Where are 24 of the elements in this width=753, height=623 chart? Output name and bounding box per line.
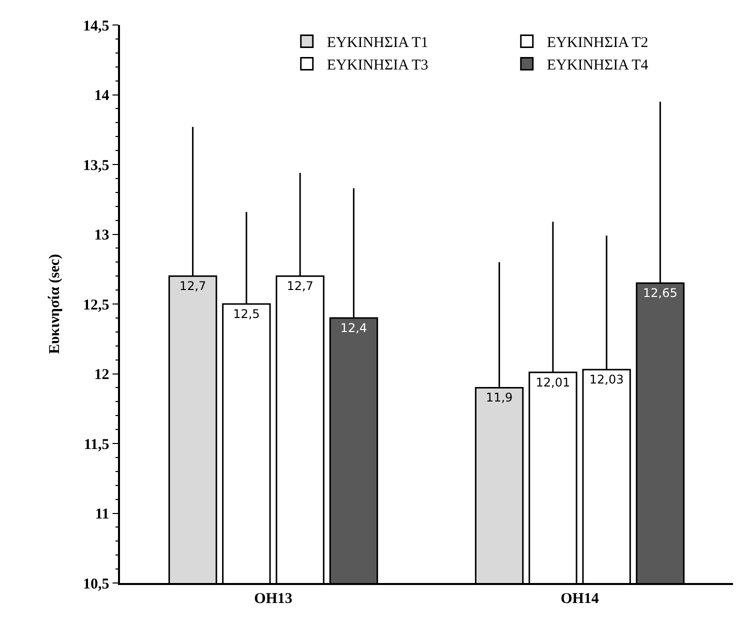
- y-tick-label: 11,5: [84, 436, 110, 453]
- x-tick-label: OH13: [254, 590, 292, 607]
- y-tick-label: 14,5: [83, 18, 110, 34]
- legend-label: ΕΥΚΙΝΗΣΙΑ Τ4: [546, 58, 649, 74]
- legend-label: ΕΥΚΙΝΗΣΙΑ Τ1: [326, 35, 428, 52]
- data-label: 12,7: [179, 279, 206, 294]
- y-tick-label: 10,5: [83, 576, 110, 592]
- data-label: 12,5: [233, 307, 260, 321]
- data-label: 12,65: [643, 286, 678, 300]
- data-label: 11,9: [486, 390, 513, 405]
- y-tick-label: 13,5: [83, 158, 110, 174]
- legend-label: ΕΥΚΙΝΗΣΙΑ Τ2: [546, 35, 648, 52]
- legend-label: ΕΥΚΙΝΗΣΙΑ Τ3: [326, 58, 428, 74]
- data-label: 12,7: [286, 279, 314, 294]
- data-label: 12,4: [340, 320, 368, 335]
- x-tick-label: OH14: [560, 590, 600, 607]
- y-tick-label: 12,5: [83, 297, 110, 314]
- data-label: 12,01: [536, 375, 570, 390]
- y-tick-label: 14: [94, 88, 110, 104]
- data-label: 12,03: [589, 372, 624, 387]
- y-tick-label: 12: [94, 367, 110, 383]
- y-tick-label: 11: [95, 506, 110, 522]
- y-tick-label: 13: [94, 228, 110, 244]
- y-axis-title: Ευκινησία (sec): [46, 254, 63, 354]
